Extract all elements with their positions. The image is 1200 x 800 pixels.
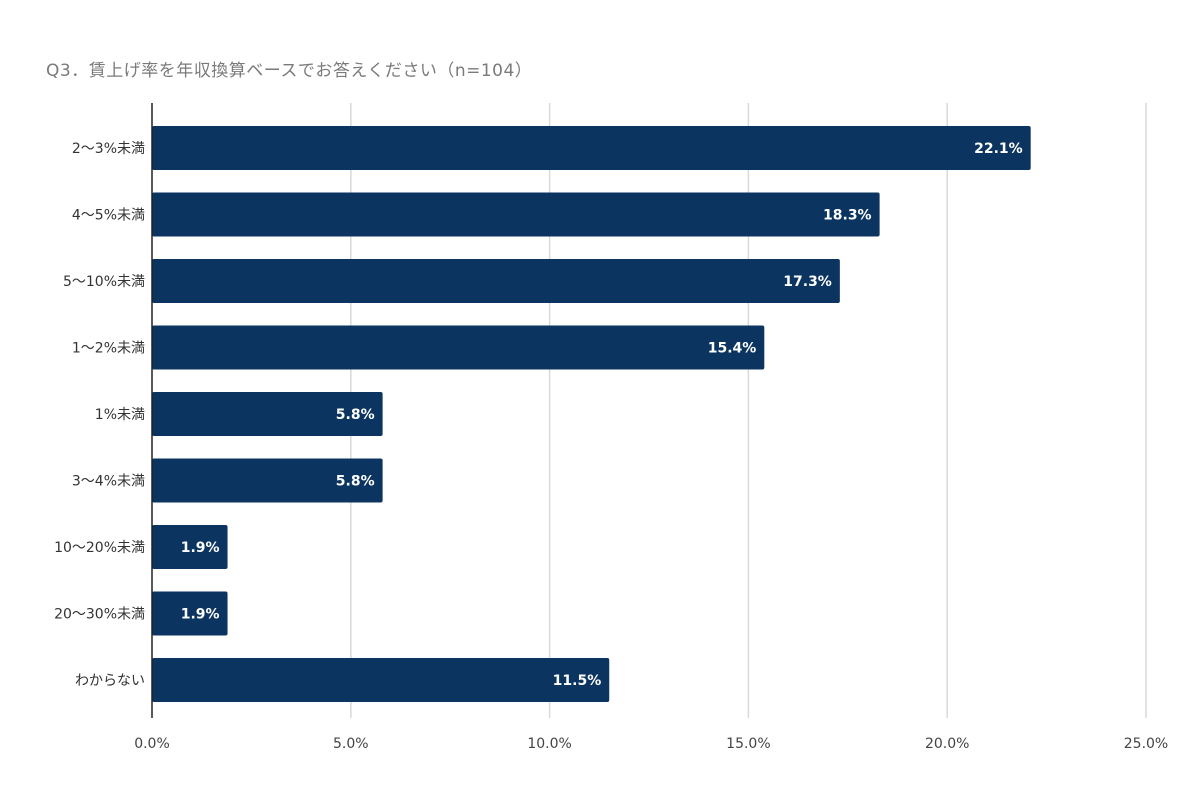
bars (152, 126, 1031, 702)
category-label: 1%未満 (95, 407, 145, 423)
x-tick-label: 25.0% (1124, 736, 1168, 752)
bar (152, 325, 765, 370)
data-label: 22.1% (974, 141, 1023, 157)
data-label: 18.3% (823, 208, 872, 224)
category-label: わからない (75, 673, 145, 689)
x-tick-label: 15.0% (726, 736, 770, 752)
data-label: 11.5% (553, 673, 602, 689)
bar (152, 525, 228, 569)
category-label: 3〜4%未満 (72, 474, 145, 490)
chart-title: Q3．賃上げ率を年収換算ベースでお答えください（n=104） (46, 61, 533, 81)
category-label: 1〜2%未満 (72, 341, 145, 357)
bar (152, 259, 840, 303)
labels: 0.0% 5.0% 10.0% 15.0% 20.0% 25.0% 2〜3%未満 22.1% 4… (54, 141, 1168, 752)
bar (152, 126, 1031, 170)
category-label: 4〜5%未満 (72, 208, 145, 224)
data-label: 17.3% (783, 274, 832, 290)
data-label: 5.8% (336, 407, 375, 423)
data-label: 1.9% (181, 540, 220, 556)
bar (152, 392, 383, 436)
x-tick-label: 20.0% (925, 736, 969, 752)
bar (152, 458, 383, 503)
category-label: 20〜30%未満 (54, 607, 145, 623)
data-label: 15.4% (708, 341, 757, 357)
category-label: 10〜20%未満 (54, 540, 145, 556)
x-tick-label: 5.0% (333, 736, 369, 752)
category-label: 5〜10%未満 (63, 274, 145, 290)
x-tick-label: 0.0% (134, 736, 170, 752)
bar (152, 192, 880, 237)
data-label: 1.9% (181, 607, 220, 623)
data-label: 5.8% (336, 474, 375, 490)
category-label: 2〜3%未満 (72, 141, 145, 157)
bar (152, 658, 610, 702)
bar (152, 591, 228, 636)
x-tick-label: 10.0% (527, 736, 571, 752)
